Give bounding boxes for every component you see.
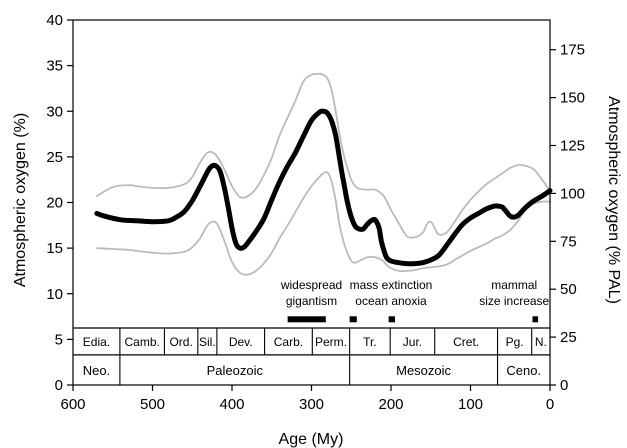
y2-tick-label: 100 xyxy=(560,185,585,202)
y2-tick-label: 75 xyxy=(560,233,577,250)
geologic-timescale: Edia. Camb. Ord. Sil. Dev. Carb. Perm. Tr. Jur. C… xyxy=(73,327,550,385)
event-bar xyxy=(532,316,539,323)
central-line xyxy=(94,108,553,267)
period-label: Edia. xyxy=(83,335,110,349)
period-label: Perm. xyxy=(315,335,347,349)
era-label: Mesozoic xyxy=(396,363,451,378)
axes: 600 500 400 300 200 100 0051015202530354002550… xyxy=(46,12,585,413)
y2-tick-label: 0 xyxy=(560,377,568,394)
period-label: Sil. xyxy=(199,335,216,349)
central-estimate-line xyxy=(94,108,553,267)
era-label: Neo. xyxy=(83,363,110,378)
y2-tick-label: 50 xyxy=(560,281,577,298)
y-tick-label: 10 xyxy=(46,286,63,303)
upper-bound-line xyxy=(95,72,551,239)
period-label: Pg. xyxy=(506,335,524,349)
event-label: gigantism xyxy=(286,294,337,308)
y-tick-label: 15 xyxy=(46,240,63,257)
y-tick-label: 0 xyxy=(55,377,63,394)
timescale-background xyxy=(73,327,550,385)
y2-tick-label: 125 xyxy=(560,137,585,154)
event-label: ocean anoxia xyxy=(355,294,427,308)
y2-axis-title: Atmospheric oxygen (% PAL) xyxy=(605,96,622,304)
x-axis-title: Age (My) xyxy=(279,431,344,448)
period-label: Carb. xyxy=(274,335,303,349)
y-tick-label: 25 xyxy=(46,149,63,166)
period-label: N. xyxy=(535,335,547,349)
y-tick-label: 35 xyxy=(46,58,63,75)
y-tick-label: 40 xyxy=(46,12,63,29)
lower-bound-line xyxy=(95,171,551,276)
period-label: Ord. xyxy=(169,335,192,349)
y-axis-title: Atmospheric oxygen (%) xyxy=(12,113,29,287)
annotations: widespread gigantism mass extinction ocean … xyxy=(280,278,550,323)
y-tick-label: 5 xyxy=(55,331,63,348)
event-label: size increase xyxy=(479,294,549,308)
period-label: Cret. xyxy=(453,335,479,349)
event-bar xyxy=(287,316,326,323)
x-tick-label: 200 xyxy=(378,396,403,413)
period-label: Jur. xyxy=(403,335,422,349)
period-label: Dev. xyxy=(229,335,253,349)
period-label: Camb. xyxy=(124,335,159,349)
era-label: Ceno. xyxy=(506,363,541,378)
event-bar xyxy=(388,316,395,323)
x-tick-label: 600 xyxy=(60,396,85,413)
x-tick-label: 100 xyxy=(458,396,483,413)
x-tick-label: 500 xyxy=(140,396,165,413)
era-label: Paleozoic xyxy=(207,363,264,378)
event-bar xyxy=(349,316,357,323)
period-label: Tr. xyxy=(363,335,377,349)
y2-tick-label: 150 xyxy=(560,90,585,107)
bound-lines xyxy=(95,72,551,276)
y-tick-label: 20 xyxy=(46,195,63,212)
x-tick-label: 0 xyxy=(546,396,554,413)
x-tick-label: 300 xyxy=(299,396,324,413)
y2-tick-label: 175 xyxy=(560,42,585,59)
x-tick-label: 400 xyxy=(219,396,244,413)
event-label: mammal xyxy=(491,278,537,292)
y2-tick-label: 25 xyxy=(560,329,577,346)
event-label: widespread xyxy=(280,278,342,292)
event-label: mass extinction xyxy=(350,278,433,292)
y-tick-label: 30 xyxy=(46,103,63,120)
